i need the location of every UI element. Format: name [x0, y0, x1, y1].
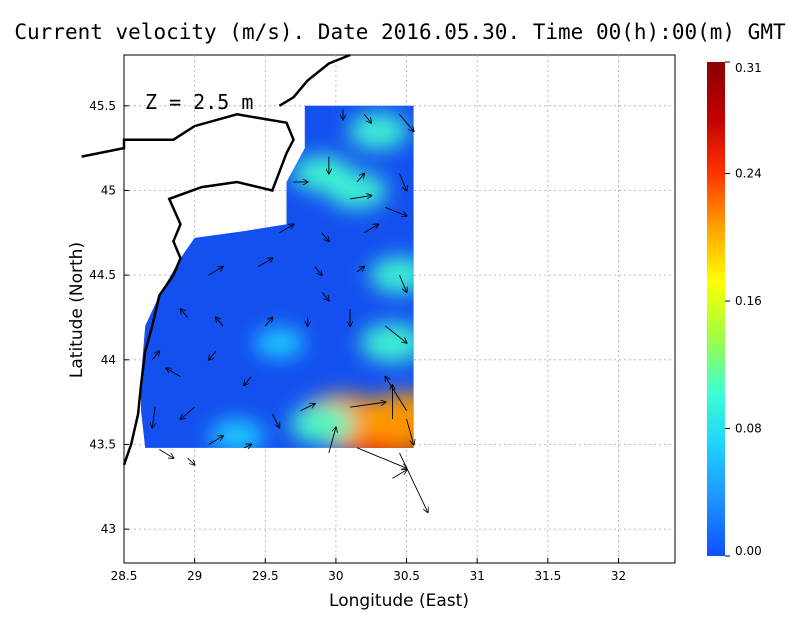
current-vector [385, 377, 407, 411]
y-tick-label: 44 [101, 353, 116, 367]
current-vector [385, 325, 406, 343]
colorbar [707, 62, 725, 556]
current-vector [399, 113, 414, 131]
colorbar-tick-label: 0.00 [735, 544, 762, 558]
y-tick-label: 43.5 [89, 437, 116, 451]
current-vector [209, 351, 217, 359]
current-vector [363, 224, 378, 234]
speed-patch [291, 155, 352, 192]
current-vector [314, 266, 322, 275]
current-vector [349, 402, 385, 408]
current-vector [399, 274, 407, 292]
x-tick-label: 29 [187, 569, 202, 583]
current-vector [328, 428, 336, 454]
current-vector [216, 317, 224, 327]
current-vector [152, 407, 155, 427]
y-axis-ticks: 43 43.5 44 44.5 45 45.5 [89, 99, 129, 536]
current-vector [363, 113, 371, 122]
current-vector [385, 206, 406, 215]
speed-patch [289, 404, 355, 444]
current-vector [208, 436, 223, 445]
current-vector [356, 174, 364, 183]
current-vector [208, 267, 223, 276]
y-tick-label: 45 [101, 183, 116, 197]
colorbar-tick-label: 0.24 [735, 167, 762, 181]
current-vector [181, 309, 188, 318]
current-vector [279, 224, 293, 234]
current-vector [187, 457, 195, 465]
speed-patch [209, 419, 265, 448]
current-vector [243, 444, 251, 447]
depth-label: Z = 2.5 m [145, 90, 253, 114]
y-tick-label: 45.5 [89, 99, 116, 113]
current-vector [321, 232, 329, 241]
speed-patch [348, 112, 409, 150]
current-vector [321, 291, 329, 300]
page-title: Current velocity (m/s). Date 2016.05.30.… [14, 20, 786, 44]
current-vector [392, 470, 406, 479]
x-tick-label: 31.5 [534, 569, 561, 583]
current-vector [244, 376, 252, 385]
current-vectors [152, 109, 428, 512]
coastline [81, 113, 295, 466]
current-vector [356, 267, 364, 273]
current-vector [300, 404, 315, 412]
speed-patch [254, 327, 305, 359]
current-vector [166, 368, 181, 378]
current-vector [399, 452, 428, 512]
current-vector [356, 447, 406, 468]
current-vector [159, 449, 173, 458]
x-tick-label: 32 [611, 569, 626, 583]
x-tick-label: 30 [328, 569, 343, 583]
current-vector [406, 418, 414, 444]
x-axis-ticks: 28.5 29 29.5 30 30.5 31 31.5 32 [111, 558, 626, 583]
x-tick-label: 29.5 [252, 569, 279, 583]
speed-patch [360, 323, 414, 363]
y-tick-label: 43 [101, 522, 116, 536]
colorbar-tick-label: 0.16 [735, 294, 762, 308]
current-vector [349, 196, 371, 200]
current-vector [264, 317, 272, 327]
colorbar-ticks: 0.00 0.08 0.16 0.24 0.31 [725, 61, 762, 558]
y-axis-label: Latitude (North) [67, 242, 87, 378]
y-tick-label: 44.5 [89, 268, 116, 282]
colorbar-tick-label: 0.31 [735, 61, 762, 75]
x-tick-label: 30.5 [393, 569, 420, 583]
current-vector [399, 173, 407, 191]
current-vector [271, 413, 279, 428]
current-vector [257, 258, 272, 268]
coastline-north [278, 53, 351, 107]
speed-patches [209, 112, 414, 448]
x-tick-label: 28.5 [111, 569, 138, 583]
colorbar-tick-label: 0.08 [735, 422, 762, 436]
x-tick-label: 31 [470, 569, 485, 583]
current-vector [151, 351, 159, 361]
current-vector [181, 406, 195, 419]
x-axis-label: Longitude (East) [329, 591, 469, 611]
